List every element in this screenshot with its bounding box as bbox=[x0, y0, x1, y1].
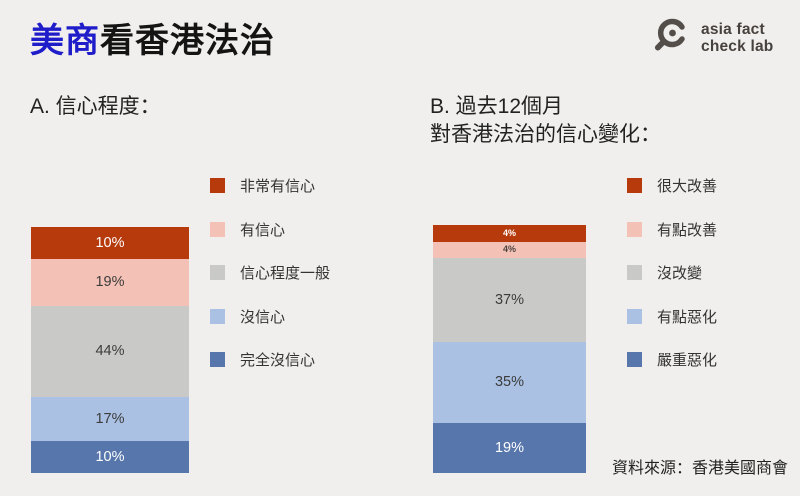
bar-segment: 17% bbox=[31, 397, 189, 442]
legend-swatch bbox=[210, 178, 225, 193]
section-a-heading-line1: A. 信心程度： bbox=[30, 95, 161, 118]
bar-segment-value: 17% bbox=[95, 410, 125, 427]
legend-label: 有點改善 bbox=[657, 221, 718, 239]
legend-swatch bbox=[627, 308, 642, 324]
magnifier-icon bbox=[651, 15, 694, 61]
legend-swatch bbox=[627, 352, 642, 367]
legend-item: 嚴重惡化 bbox=[627, 352, 718, 369]
legend-label: 非常有信心 bbox=[240, 178, 316, 195]
legend-item: 完全沒信心 bbox=[210, 352, 330, 369]
bar-segment: 44% bbox=[31, 306, 189, 398]
bar-segment-value: 4% bbox=[502, 227, 516, 238]
page-title-rest: 看香港法治 bbox=[100, 22, 275, 60]
bar-segment-value: 4% bbox=[502, 244, 516, 255]
legend-label: 沒信心 bbox=[240, 308, 286, 326]
bar-segment-value: 19% bbox=[494, 439, 525, 456]
legend-label: 信心程度一般 bbox=[240, 265, 331, 282]
bar-segment-value: 35% bbox=[494, 374, 525, 391]
legend-label: 有信心 bbox=[240, 221, 286, 239]
bar-segment-value: 44% bbox=[95, 343, 125, 360]
page-title-accent: 美商 bbox=[30, 22, 100, 60]
legend-item: 非常有信心 bbox=[210, 178, 330, 195]
chart-b-stacked-bar: 4% 4% 37% 35% 19% bbox=[433, 225, 586, 473]
legend-swatch bbox=[210, 352, 225, 367]
legend-swatch bbox=[210, 308, 225, 324]
legend-label: 有點惡化 bbox=[657, 308, 718, 326]
section-b-heading: B. 過去12個月 對香港法治的信心變化： bbox=[430, 93, 661, 149]
bar-segment: 35% bbox=[433, 342, 586, 423]
bar-segment: 19% bbox=[31, 258, 189, 307]
legend-item: 有點改善 bbox=[627, 221, 718, 239]
section-b-heading-line2: 對香港法治的信心變化： bbox=[430, 123, 661, 146]
legend-label: 完全沒信心 bbox=[240, 352, 316, 369]
logo-text-line1: asia fact bbox=[701, 20, 765, 38]
bar-segment-value: 37% bbox=[494, 291, 525, 308]
legend-item: 有點惡化 bbox=[627, 308, 718, 326]
chart-a-stacked-bar: 10% 19% 44% 17% 10% bbox=[31, 227, 189, 473]
bar-segment: 4% bbox=[433, 225, 586, 242]
afcl-logo-text: asia fact check lab bbox=[701, 21, 773, 56]
bar-segment: 10% bbox=[31, 227, 189, 259]
logo-text-line2: check lab bbox=[701, 38, 774, 55]
legend-swatch bbox=[627, 265, 642, 280]
legend-swatch bbox=[210, 265, 225, 280]
legend-item: 沒信心 bbox=[210, 308, 330, 326]
legend-item: 沒改變 bbox=[627, 265, 717, 282]
legend-item: 有信心 bbox=[210, 221, 330, 239]
legend-label: 很大改善 bbox=[657, 178, 718, 195]
legend-item: 信心程度一般 bbox=[210, 265, 331, 282]
source-note: 資料來源：香港美國商會 bbox=[611, 460, 788, 477]
legend-swatch bbox=[627, 178, 642, 193]
chart-a-legend: 非常有信心有信心信心程度一般 沒信心完全沒信心 bbox=[210, 178, 331, 369]
bar-segment: 19% bbox=[433, 422, 586, 473]
section-a-heading: A. 信心程度： bbox=[30, 93, 161, 121]
bar-segment: 37% bbox=[433, 258, 586, 343]
legend-label: 沒改變 bbox=[657, 265, 703, 282]
bar-segment: 4% bbox=[433, 241, 586, 259]
afcl-logo: asia fact check lab bbox=[651, 15, 773, 61]
legend-swatch bbox=[627, 221, 642, 237]
bar-segment-value: 10% bbox=[95, 234, 125, 251]
bar-segment-value: 10% bbox=[95, 448, 125, 465]
bar-segment-value: 19% bbox=[95, 274, 125, 291]
page-title: 美商看香港法治 bbox=[30, 21, 275, 61]
legend-label: 嚴重惡化 bbox=[657, 352, 718, 369]
section-b-heading-line1: B. 過去12個月 bbox=[430, 95, 564, 118]
legend-item: 很大改善 bbox=[627, 178, 718, 195]
bar-segment: 10% bbox=[31, 441, 189, 473]
chart-b-legend: 很大改善有點改善沒改變有點惡化嚴重惡化 bbox=[627, 178, 718, 369]
legend-swatch bbox=[210, 221, 225, 237]
